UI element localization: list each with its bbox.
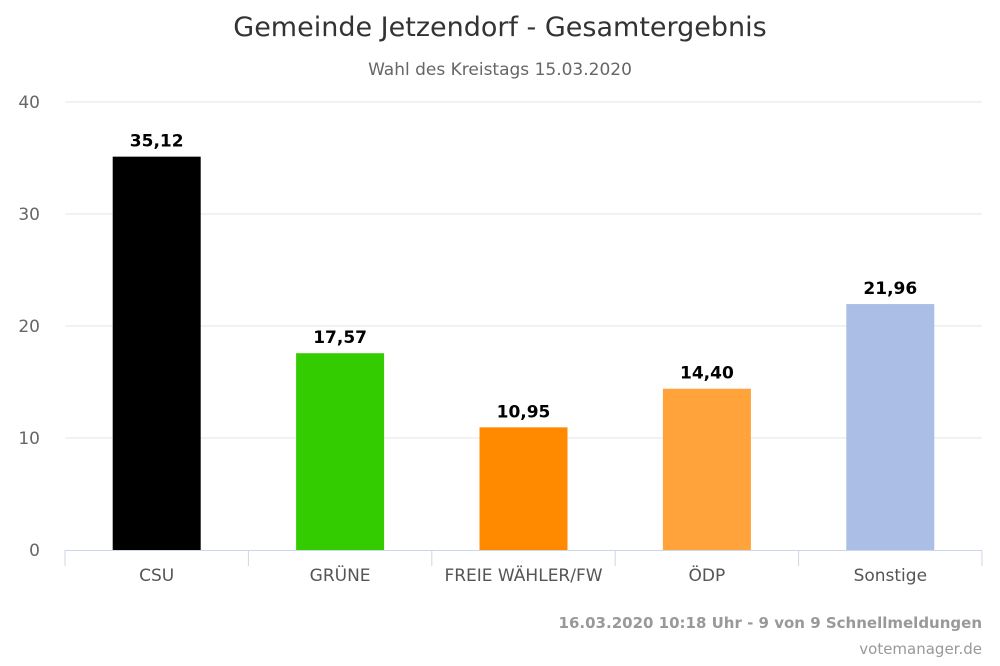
y-tick-label: 40 [18,93,40,113]
data-label: 35,12 [130,132,184,152]
chart-subtitle: Wahl des Kreistags 15.03.2020 [368,60,632,80]
x-tick-label: FREIE WÄHLER/FW [444,565,602,586]
data-label: 14,40 [680,364,734,384]
bar-csu [112,156,201,550]
data-label: 21,96 [863,279,917,299]
chart-title: Gemeinde Jetzendorf - Gesamtergebnis [233,12,767,43]
data-label: 17,57 [313,328,367,348]
bar-freie-w-hler-fw [479,427,568,550]
status-credit: 16.03.2020 10:18 Uhr - 9 von 9 Schnellme… [558,614,982,632]
x-tick-label: GRÜNE [310,564,371,586]
x-tick-label: CSU [139,566,174,586]
y-tick-label: 20 [18,317,40,337]
bar-gr-ne [296,353,385,550]
y-tick-label: 0 [29,541,40,561]
y-tick-label: 30 [18,205,40,225]
data-label: 10,95 [497,402,551,422]
x-tick-label: ÖDP [689,564,726,586]
source-credit[interactable]: votemanager.de [859,640,982,658]
bar-sonstige [846,304,935,550]
x-tick-label: Sonstige [854,566,927,586]
bar--dp [662,388,751,550]
y-tick-label: 10 [18,429,40,449]
